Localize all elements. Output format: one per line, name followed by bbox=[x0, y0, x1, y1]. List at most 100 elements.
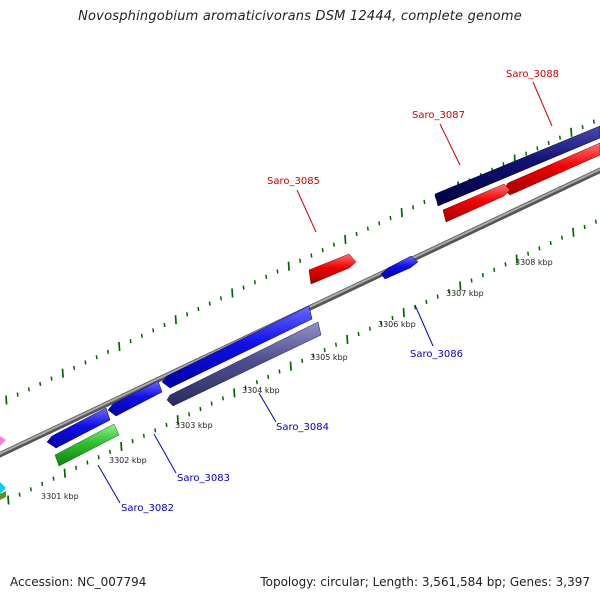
lower-tick-mark bbox=[493, 267, 496, 272]
gene-arrow-saro-3086[interactable] bbox=[380, 255, 419, 280]
edge-feature-cyan bbox=[0, 482, 6, 494]
lower-tick-mark bbox=[75, 465, 78, 471]
genome-title: Novosphingobium aromaticivorans DSM 1244… bbox=[78, 9, 522, 24]
tick-labels: 3301 kbp 3302 kbp 3303 kbp 3304 kbp 3305 kbp… bbox=[41, 258, 553, 501]
lower-tick-mark bbox=[97, 455, 100, 460]
upper-tick-mark bbox=[265, 274, 268, 280]
upper-tick-mark bbox=[389, 215, 392, 221]
lower-tick-mark bbox=[7, 495, 10, 505]
upper-tick-mark bbox=[186, 312, 189, 317]
upper-tick-mark bbox=[332, 242, 336, 247]
gene-label-saro-3086[interactable]: Saro_3086 bbox=[410, 349, 463, 360]
accession-prefix: Accession: bbox=[10, 575, 74, 589]
lower-tick-mark bbox=[41, 481, 44, 487]
gene-arrow-saro-3087[interactable] bbox=[442, 183, 511, 223]
lower-tick-mark bbox=[527, 251, 530, 256]
lower-tick-mark bbox=[515, 254, 518, 264]
upper-tick-mark bbox=[344, 234, 347, 244]
genes-value: 3,397 bbox=[555, 575, 590, 589]
upper-tick-mark bbox=[423, 199, 426, 205]
upper-tick-mark bbox=[592, 119, 595, 124]
gene-label-saro-3082[interactable]: Saro_3082 bbox=[121, 503, 174, 514]
lower-tick-mark bbox=[323, 347, 326, 353]
upper-tick-mark bbox=[547, 140, 550, 146]
gene-label-saro-3085[interactable]: Saro_3085 bbox=[267, 176, 320, 187]
lower-tick-mark bbox=[594, 219, 597, 224]
upper-tick-mark bbox=[50, 376, 53, 381]
lower-tick-mark bbox=[391, 315, 394, 321]
upper-tick-mark bbox=[39, 381, 42, 387]
gene-arrow-saro-3082-a[interactable] bbox=[46, 407, 111, 449]
lower-tick-mark bbox=[18, 492, 21, 497]
feature-saro-3088-track bbox=[434, 125, 600, 223]
lower-tick-mark bbox=[108, 449, 112, 454]
upper-tick-mark bbox=[355, 231, 358, 237]
gene-label-saro-3088[interactable]: Saro_3088 bbox=[506, 69, 559, 80]
lower-tick-mark bbox=[538, 246, 541, 251]
upper-tick-mark bbox=[27, 387, 30, 392]
lower-tick-mark bbox=[210, 401, 213, 406]
tick-label: 3303 kbp bbox=[175, 421, 213, 430]
tick-label: 3304 kbp bbox=[242, 386, 280, 395]
tick-label: 3308 kbp bbox=[515, 258, 553, 267]
upper-tick-mark bbox=[378, 221, 381, 226]
lower-tick-mark bbox=[549, 240, 552, 246]
leader-line-saro-3083 bbox=[153, 433, 177, 474]
genes-prefix: Genes: bbox=[509, 575, 552, 589]
upper-tick-mark bbox=[118, 341, 121, 352]
topology-value: circular bbox=[320, 575, 365, 589]
upper-tick-mark bbox=[140, 333, 143, 338]
upper-tick-mark bbox=[525, 151, 528, 156]
upper-tick-mark bbox=[276, 269, 279, 274]
leader-line-saro-3087 bbox=[439, 123, 461, 166]
upper-tick-mark bbox=[219, 296, 223, 301]
gene-label-saro-3083[interactable]: Saro_3083 bbox=[177, 473, 230, 484]
upper-tick-mark bbox=[152, 328, 155, 333]
gene-arrow-saro-3084-b[interactable] bbox=[166, 321, 322, 407]
leader-line-saro-3082 bbox=[97, 464, 121, 504]
lower-tick-mark bbox=[402, 308, 405, 318]
upper-tick-mark bbox=[310, 253, 313, 258]
gene-labels: Saro_3082 Saro_3083 Saro_3084 Saro_3085 Saro… bbox=[97, 69, 559, 514]
lower-tick-mark bbox=[447, 289, 451, 294]
gene-arrow-saro-3085[interactable] bbox=[308, 253, 357, 285]
upper-tick-mark bbox=[287, 261, 290, 271]
gene-label-saro-3087[interactable]: Saro_3087 bbox=[412, 110, 465, 121]
upper-tick-mark bbox=[253, 280, 256, 285]
upper-tick-mark bbox=[208, 301, 211, 306]
upper-tick-mark bbox=[299, 258, 302, 263]
gene-arrow-saro-3082-b[interactable] bbox=[54, 423, 120, 467]
lower-tick-mark bbox=[368, 326, 371, 331]
upper-tick-mark bbox=[84, 360, 87, 365]
upper-tick-mark bbox=[163, 322, 166, 328]
gene-arrow-saro-3084-a[interactable] bbox=[161, 305, 313, 389]
upper-tick-mark bbox=[61, 368, 64, 378]
gene-arrow-navy-long[interactable] bbox=[434, 125, 600, 207]
upper-tick-mark bbox=[570, 127, 573, 137]
lower-tick-mark bbox=[312, 353, 315, 358]
gene-arrow-saro-3083[interactable] bbox=[107, 380, 163, 417]
upper-tick-row bbox=[5, 119, 595, 405]
lower-tick-mark bbox=[278, 369, 281, 374]
upper-tick-mark bbox=[106, 349, 110, 354]
lower-tick-mark bbox=[289, 361, 292, 371]
lower-tick-mark bbox=[221, 396, 225, 401]
lower-tick-mark bbox=[120, 441, 123, 452]
lower-tick-mark bbox=[199, 406, 202, 412]
upper-tick-mark bbox=[73, 365, 76, 371]
lower-tick-mark bbox=[63, 468, 66, 478]
accession-value: NC_007794 bbox=[77, 575, 147, 589]
lower-tick-mark bbox=[380, 321, 383, 326]
lower-tick-mark bbox=[481, 272, 484, 278]
lower-tick-mark bbox=[142, 433, 145, 438]
upper-tick-mark bbox=[321, 247, 324, 253]
lower-tick-mark bbox=[255, 380, 258, 385]
leader-line-saro-3085 bbox=[296, 189, 317, 233]
topology-prefix: Topology: bbox=[260, 575, 317, 589]
lower-tick-mark bbox=[154, 428, 157, 433]
tick-label: 3302 kbp bbox=[109, 456, 147, 465]
upper-tick-mark bbox=[197, 306, 200, 312]
upper-tick-mark bbox=[536, 146, 539, 151]
gene-label-saro-3084[interactable]: Saro_3084 bbox=[276, 422, 329, 433]
